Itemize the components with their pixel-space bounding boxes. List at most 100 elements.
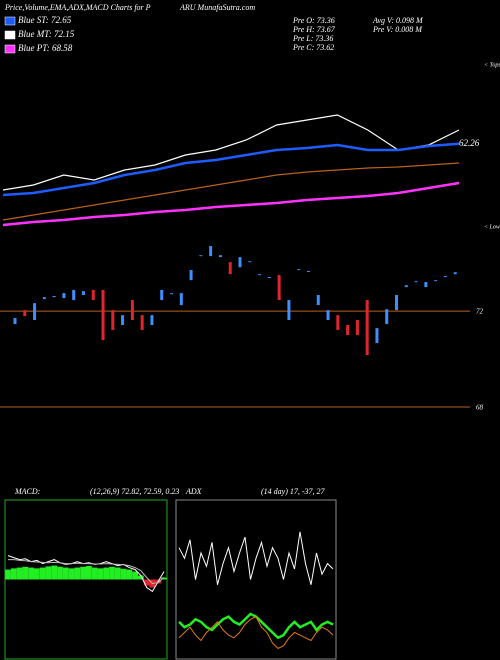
- histogram-bar: [109, 566, 115, 580]
- candle-body: [287, 300, 291, 320]
- candle-body: [189, 270, 193, 281]
- candle-body: [346, 325, 350, 336]
- panel-title: MACD:: [14, 487, 41, 496]
- histogram-bar: [22, 566, 29, 580]
- legend-text: Blue MT: 72.15: [18, 29, 75, 39]
- candle-body: [238, 257, 242, 268]
- series-line: [2, 114, 460, 191]
- panel-subtitle: (14 day) 17, -37, 27: [261, 487, 326, 496]
- histogram-bar: [138, 575, 144, 580]
- histogram-bar: [39, 567, 46, 580]
- histogram-bar: [161, 577, 167, 580]
- histogram-bar: [120, 568, 127, 580]
- histogram-bar: [86, 565, 92, 580]
- candle-body: [23, 310, 27, 317]
- candle-body: [160, 289, 164, 301]
- legend-swatch: [4, 44, 16, 54]
- series-line: [8, 559, 165, 585]
- stat-text: Pre O: 73.36: [292, 16, 335, 25]
- histogram-bar: [103, 567, 110, 580]
- candle-body: [258, 274, 262, 276]
- histogram-bar: [80, 566, 86, 580]
- candle-body: [13, 318, 17, 325]
- legend-text: Blue PT: 68.58: [18, 43, 73, 53]
- panel-border: [4, 499, 168, 660]
- histogram-bar: [34, 568, 40, 580]
- stat-text: Pre H: 73.67: [292, 25, 336, 34]
- histogram-bar: [45, 566, 52, 580]
- candle-body: [209, 246, 213, 257]
- histogram-bar: [16, 567, 23, 580]
- candle-body: [81, 291, 85, 296]
- candle-body: [91, 289, 95, 301]
- candle-body: [375, 328, 379, 343]
- candle-body: [267, 277, 271, 279]
- page-title: Price,Volume,EMA,ADX,MACD Charts for P: [4, 3, 151, 12]
- series-line: [178, 531, 334, 585]
- panel-title: ADX: [185, 487, 203, 496]
- candle-body: [316, 295, 320, 306]
- candle-body: [218, 255, 222, 258]
- end-label: 62.26: [459, 138, 480, 148]
- histogram-bar: [97, 568, 104, 580]
- candle-body: [130, 300, 134, 320]
- histogram-bar: [28, 567, 34, 580]
- candle-body: [385, 309, 389, 325]
- candle-body: [111, 310, 115, 331]
- candle-body: [395, 295, 399, 311]
- series-line: [2, 142, 460, 197]
- level-label: 68: [476, 404, 484, 412]
- stat-text: Pre L: 73.36: [292, 34, 333, 43]
- candle-body: [277, 275, 281, 301]
- candle-body: [179, 293, 183, 306]
- series-line: [178, 615, 334, 649]
- candle-body: [434, 280, 438, 282]
- histogram-bar: [10, 568, 17, 580]
- annotation: < Tops: [484, 62, 500, 68]
- series-line: [2, 162, 460, 221]
- candle-body: [33, 303, 37, 320]
- candle-body: [101, 289, 105, 341]
- site-name: ARU MunafaSutra.com: [179, 3, 255, 12]
- candle-body: [199, 255, 203, 257]
- level-label: 72: [476, 308, 484, 316]
- annotation: < Lows: [484, 224, 500, 230]
- stat-text: Pre C: 73.62: [292, 43, 334, 52]
- candle-body: [326, 310, 330, 320]
- candle-body: [52, 295, 56, 298]
- histogram-bar: [126, 569, 133, 580]
- candle-body: [414, 281, 418, 283]
- candle-body: [355, 319, 359, 336]
- candle-body: [62, 293, 66, 299]
- candle-body: [424, 282, 428, 288]
- histogram-bar: [51, 565, 58, 580]
- candle-body: [140, 315, 144, 331]
- legend-swatch: [4, 30, 16, 40]
- candle-body: [336, 315, 340, 331]
- histogram-bar: [74, 567, 81, 580]
- panel-subtitle: (12,26,9) 72.82, 72.59, 0.23: [90, 487, 179, 496]
- volume-text: Pre V: 0.008 M: [372, 25, 423, 34]
- candle-body: [72, 289, 76, 301]
- series-line: [2, 181, 460, 227]
- candle-body: [297, 269, 301, 271]
- candle-body: [453, 272, 457, 275]
- volume-text: Avg V: 0.098 M: [372, 16, 424, 25]
- legend-swatch: [4, 16, 16, 26]
- candle-body: [228, 262, 232, 275]
- histogram-bar: [5, 569, 11, 580]
- histogram-bar: [114, 567, 121, 580]
- candle-body: [121, 315, 125, 325]
- candle-body: [170, 293, 174, 295]
- histogram-bar: [91, 567, 98, 580]
- candle-body: [443, 276, 447, 278]
- candle-body: [150, 315, 154, 325]
- candle-body: [404, 285, 408, 288]
- histogram-bar: [132, 571, 138, 580]
- candle-body: [365, 300, 369, 355]
- histogram-bar: [57, 566, 63, 580]
- candle-body: [306, 271, 310, 273]
